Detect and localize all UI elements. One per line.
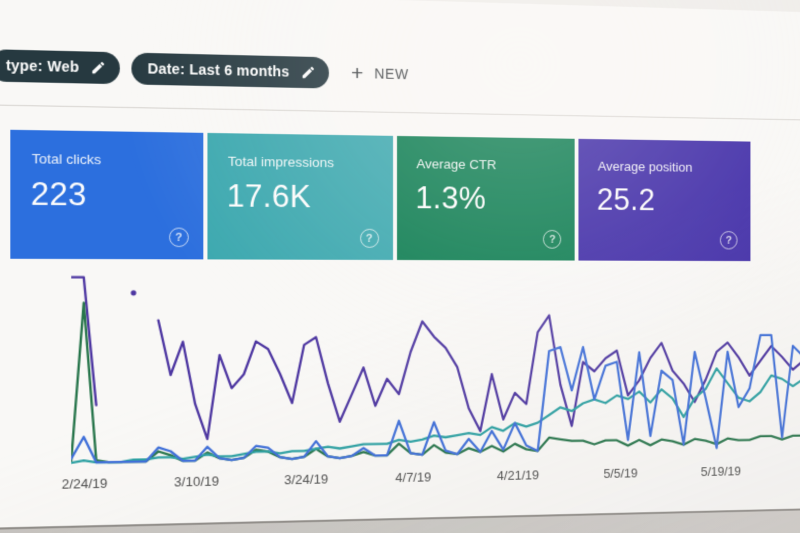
series-point-average-position [130,290,137,296]
pencil-edit-icon [91,59,107,75]
pencil-edit-icon [301,64,316,79]
metric-card-average-ctr[interactable]: Average CTR 1.3% ? [396,135,575,261]
header-divider [0,103,800,121]
help-icon[interactable]: ? [359,228,379,248]
metric-card-average-position[interactable]: Average position 25.2 ? [578,138,751,262]
chart-canvas [71,265,800,467]
metric-value: 1.3% [415,180,487,216]
x-axis-label: 3/10/19 [174,473,220,490]
x-axis-label: 3/24/19 [284,471,329,488]
below-window-area [0,510,800,533]
series-line-total-clicks [71,335,800,463]
x-axis-label: 2/24/19 [61,475,108,492]
performance-chart [71,265,800,467]
help-icon[interactable]: ? [543,229,562,249]
x-axis-labels: 2/24/19 3/10/19 3/24/19 4/7/19 4/21/19 5/5/19… [62,462,800,494]
metric-label: Total clicks [31,150,102,168]
chip-search-type-label: type: Web [6,56,80,76]
filter-bar: type: Web Date: Last 6 months + NEW [0,48,800,99]
x-axis-label: 5/5/19 [603,465,638,481]
series-line-average-position [71,277,96,405]
plus-icon: + [351,61,364,85]
help-icon[interactable]: ? [168,227,189,248]
chip-date-range[interactable]: Date: Last 6 months [131,52,329,89]
new-filter-button[interactable]: + NEW [351,61,409,85]
new-filter-label: NEW [374,65,409,83]
metric-label: Average position [597,158,693,175]
metric-cards-row: Total clicks 223 ? Total impressions 17.… [10,129,751,262]
x-axis-label: 4/21/19 [496,467,540,484]
metric-label: Total impressions [227,153,335,171]
metric-value: 25.2 [596,182,656,217]
chip-date-range-label: Date: Last 6 months [147,60,290,80]
metric-value: 223 [30,175,87,213]
chip-search-type[interactable]: type: Web [0,48,121,84]
x-axis-label: 4/7/19 [395,469,432,486]
x-axis-label: 5/19/19 [700,463,742,479]
metric-label: Average CTR [416,156,497,173]
help-icon[interactable]: ? [719,231,738,250]
metric-card-total-impressions[interactable]: Total impressions 17.6K ? [207,132,393,260]
series-line-average-position [158,315,800,440]
metric-value: 17.6K [226,178,312,215]
metric-card-total-clicks[interactable]: Total clicks 223 ? [10,129,204,260]
